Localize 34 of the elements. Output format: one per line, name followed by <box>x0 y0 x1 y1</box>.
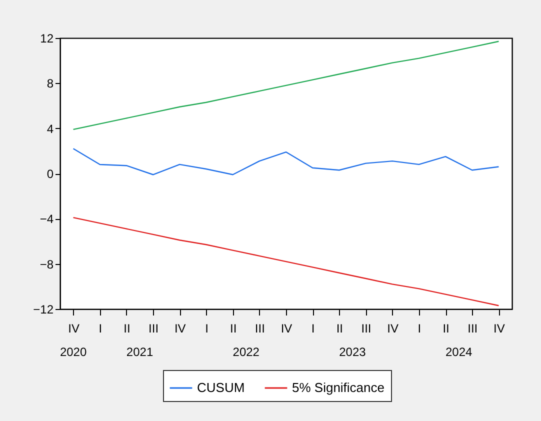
x-tick-label: IV <box>68 322 80 336</box>
x-tick-label: I <box>418 322 422 336</box>
text: 2023 <box>339 345 366 359</box>
y-tick-label: 12 <box>40 32 54 46</box>
x-tick-label: III <box>254 322 265 336</box>
line-series <box>72 148 500 176</box>
x-tick-label: IV <box>387 322 399 336</box>
text: 2020 <box>60 345 87 359</box>
line-series <box>72 216 500 306</box>
x-tick-label: II <box>442 322 450 336</box>
x-tick-label: II <box>336 322 344 336</box>
x-tick-label: I <box>98 322 102 336</box>
x-tick-label: III <box>148 322 159 336</box>
x-tick-label: IV <box>280 322 292 336</box>
legend-label: CUSUM <box>197 380 245 395</box>
x-tick-label: III <box>361 322 372 336</box>
x-tick-label: I <box>311 322 315 336</box>
y-tick-label: 8 <box>46 76 54 91</box>
y-tick-label: −4 <box>40 212 54 226</box>
text: 2021 <box>126 345 154 359</box>
x-tick-label: IV <box>174 322 186 336</box>
x-tick-label: II <box>230 322 237 336</box>
text: 2022 <box>232 345 260 359</box>
text: 2024 <box>445 345 472 359</box>
x-tick-label: I <box>205 322 208 336</box>
x-tick-label: III <box>468 322 478 336</box>
y-tick-label: −12 <box>33 302 54 316</box>
y-tick-label: 4 <box>46 122 54 136</box>
y-tick-label: 0 <box>46 167 54 181</box>
line-series <box>72 40 500 130</box>
y-tick-label: −8 <box>40 257 54 272</box>
legend-label: 5% Significance <box>292 380 384 395</box>
x-tick-label: IV <box>494 322 505 336</box>
x-tick-label: II <box>124 322 130 336</box>
